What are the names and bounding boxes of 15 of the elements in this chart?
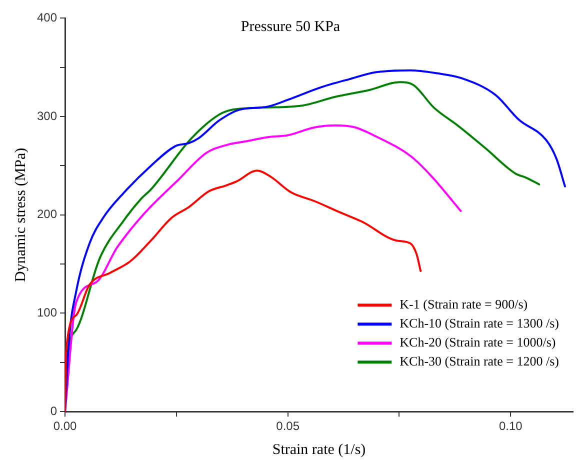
legend-label: KCh-10 (Strain rate = 1300 /s) [400, 316, 560, 331]
y-tick-label: 200 [36, 207, 58, 222]
x-tick-label: 0.05 [276, 419, 300, 434]
chart-title: Pressure 50 KPa [240, 19, 340, 36]
y-tick-label: 0 [50, 404, 58, 418]
y-tick-label: 100 [36, 306, 58, 320]
x-axis-title: Strain rate (1/s) [272, 442, 366, 458]
legend-label: KCh-30 (Strain rate = 1200 /s) [400, 354, 560, 369]
x-tick-label: 0.00 [53, 419, 78, 434]
y-tick-label: 400 [36, 10, 58, 25]
legend-label: KCh-20 (Strain rate = 1000/s) [400, 334, 556, 350]
legend-label: K-1 (Strain rate = 900/s) [400, 296, 528, 312]
y-tick-label: 300 [36, 108, 58, 123]
x-tick-label: 0.10 [498, 419, 523, 434]
y-axis-title: Dynamic stress (MPa) [12, 148, 29, 282]
